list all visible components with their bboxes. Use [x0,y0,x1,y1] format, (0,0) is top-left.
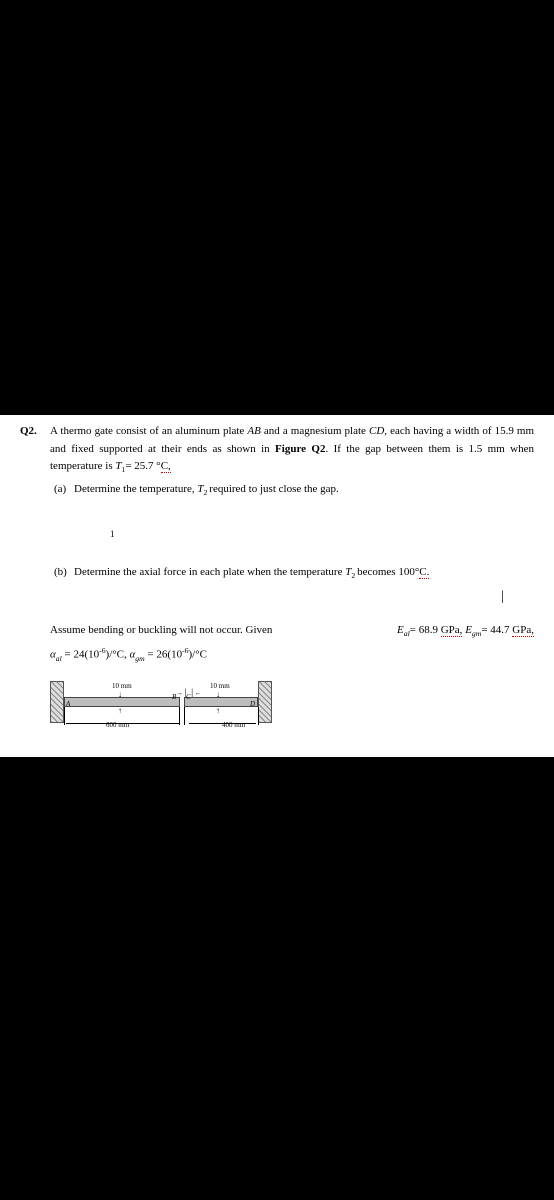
point-a: A [66,699,70,710]
intro-fig: Figure Q2 [275,443,325,455]
arrow-down-icon: ↓ [216,689,220,702]
ar-e2v: = 44.7 [481,624,512,636]
arrow-up-icon: ↑ [118,705,122,718]
iso-1: 1 [110,529,115,539]
isolated-char: 1 [50,527,534,541]
arrow-down-icon: ↓ [118,689,122,702]
ar-e1: E [397,624,404,636]
pb-1: Determine the axial force in each plate … [74,566,345,578]
ext-line [64,707,65,725]
f-a2s: gm [135,654,144,663]
point-d: D [250,699,255,710]
assume-left: Assume bending or buckling will not occu… [50,622,272,640]
pa-1: Determine the temperature, [74,483,197,495]
ar-e2u: GPa, [512,624,534,637]
part-b-text: Determine the axial force in each plate … [74,564,534,583]
formula: αal = 24(10-6)/°C, αgm = 26(10-6)/°C [50,645,534,665]
part-a: (a) Determine the temperature, T2 requir… [50,481,534,500]
fixed-support-left [50,681,64,723]
question-number: Q2. [20,423,50,477]
plate-ab [64,697,180,707]
pa-2: required to just close the gap. [209,483,339,495]
intro-2b: . If the gap [325,443,381,455]
assume-right: Eal= 68.9 GPa, Egm= 44.7 GPa, [397,622,534,641]
ext-line [184,707,185,725]
intro-1c: , each having a [384,425,451,437]
arrow-up-icon: ↑ [216,705,220,718]
intro-3eq: = 25.7 ° [125,460,160,472]
gap-arrows-icon: →│ │← [176,688,202,699]
ext-line [258,707,259,725]
dim-400: 400 mm [222,720,245,731]
cursor-mark: | [20,586,534,608]
f-eq1: = 24(10 [62,649,99,661]
intro-text: A thermo gate consist of an aluminum pla… [50,423,534,477]
part-a-letter: (a) [50,481,74,500]
intro-1a: A thermo gate consist of an aluminum pla… [50,425,247,437]
intro-3c: C, [161,460,171,473]
ar-e1u: GPa, [441,624,463,637]
ar-e1v: = 68.9 [410,624,441,636]
part-b-letter: (b) [50,564,74,583]
ar-e2: E [462,624,471,636]
part-b: (b) Determine the axial force in each pl… [50,564,534,583]
document-page: Q2. A thermo gate consist of an aluminum… [0,415,554,757]
ext-line [179,707,180,725]
part-a-text: Determine the temperature, T2 required t… [74,481,534,500]
pb-2: becomes 100° [357,566,419,578]
figure-q2: 10 mm 10 mm ↓ ↑ ↓ ↑ 600 mm 400 mm A B C … [50,679,280,739]
f-end: )/°C [188,649,206,661]
pb-c: C. [419,566,429,579]
intro-1b: and a magnesium plate [261,425,369,437]
ar-e2s: gm [472,630,481,639]
dim-600: 600 mm [106,720,129,731]
f-m1: )/°C, [106,649,130,661]
assume-row: Assume bending or buckling will not occu… [50,622,534,641]
intro-cd: CD [369,425,384,437]
intro-ab: AB [247,425,260,437]
question-header: Q2. A thermo gate consist of an aluminum… [20,423,534,477]
fixed-support-right [258,681,272,723]
f-eq2: = 26(10 [145,649,182,661]
